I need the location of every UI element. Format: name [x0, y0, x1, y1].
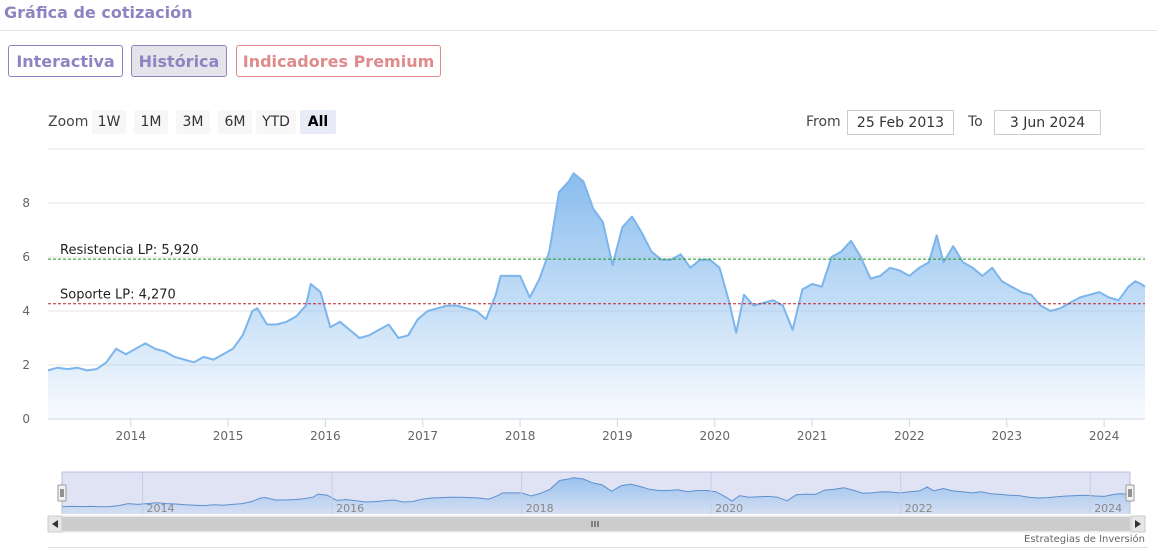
- navigator-right-handle[interactable]: [1125, 484, 1135, 502]
- x-tick-label: 2020: [699, 429, 730, 443]
- x-tick-label: 2015: [213, 429, 244, 443]
- navigator-tick-label: 2020: [715, 502, 743, 515]
- x-tick-label: 2019: [602, 429, 633, 443]
- navigator-tick-label: 2014: [147, 502, 175, 515]
- to-date-input[interactable]: 3 Jun 2024: [994, 110, 1101, 135]
- zoom-3m-button[interactable]: 3M: [176, 110, 210, 134]
- from-date-input[interactable]: 25 Feb 2013: [847, 110, 954, 135]
- price-line: [47, 172, 1146, 372]
- navigator-area: [62, 477, 1130, 514]
- bottom-divider: [48, 547, 1148, 548]
- handle-body[interactable]: [1125, 484, 1135, 502]
- page-title: Gráfica de cotización: [4, 3, 193, 22]
- resistance-label: Resistencia LP: 5,920: [60, 243, 199, 258]
- zoom-all-button[interactable]: All: [300, 110, 336, 134]
- navigator-tick-label: 2024: [1094, 502, 1122, 515]
- tab-indicadores-premium[interactable]: Indicadores Premium: [236, 45, 441, 77]
- x-tick-label: 2021: [797, 429, 828, 443]
- from-label: From: [806, 114, 841, 130]
- y-tick-label: 8: [22, 196, 30, 210]
- zoom-ytd-button[interactable]: YTD: [256, 110, 296, 134]
- chart-credit[interactable]: Estrategias de Inversión: [1024, 534, 1145, 545]
- support-label: Soporte LP: 4,270: [60, 288, 176, 303]
- x-tick-label: 2017: [407, 429, 438, 443]
- x-tick-label: 2014: [115, 429, 146, 443]
- scrollbar-thumb[interactable]: [62, 517, 1130, 531]
- x-tick-label: 2024: [1089, 429, 1120, 443]
- tab-interactiva[interactable]: Interactiva: [8, 45, 123, 77]
- y-tick-label: 2: [22, 358, 30, 372]
- tab-historica[interactable]: Histórica: [131, 45, 227, 77]
- to-label: To: [968, 114, 983, 130]
- x-tick-label: 2023: [992, 429, 1023, 443]
- handle-body[interactable]: [57, 484, 67, 502]
- zoom-label: Zoom: [48, 114, 89, 130]
- navigator-tick-label: 2018: [526, 502, 554, 515]
- navigator-line: [61, 477, 1131, 508]
- scroll-right-arrow-icon: [1135, 520, 1141, 528]
- y-tick-label: 6: [22, 250, 30, 264]
- title-divider: [0, 30, 1157, 31]
- scroll-left-arrow-icon: [52, 520, 58, 528]
- x-tick-label: 2022: [894, 429, 925, 443]
- zoom-6m-button[interactable]: 6M: [218, 110, 252, 134]
- x-tick-label: 2018: [505, 429, 536, 443]
- navigator-tick-label: 2022: [905, 502, 933, 515]
- navigator-left-handle[interactable]: [57, 484, 67, 502]
- price-area: [48, 173, 1145, 419]
- x-tick-label: 2016: [310, 429, 341, 443]
- navigator-tick-label: 2016: [336, 502, 364, 515]
- y-tick-label: 4: [22, 304, 30, 318]
- y-tick-label: 0: [22, 412, 30, 426]
- zoom-1m-button[interactable]: 1M: [134, 110, 168, 134]
- zoom-1w-button[interactable]: 1W: [92, 110, 126, 134]
